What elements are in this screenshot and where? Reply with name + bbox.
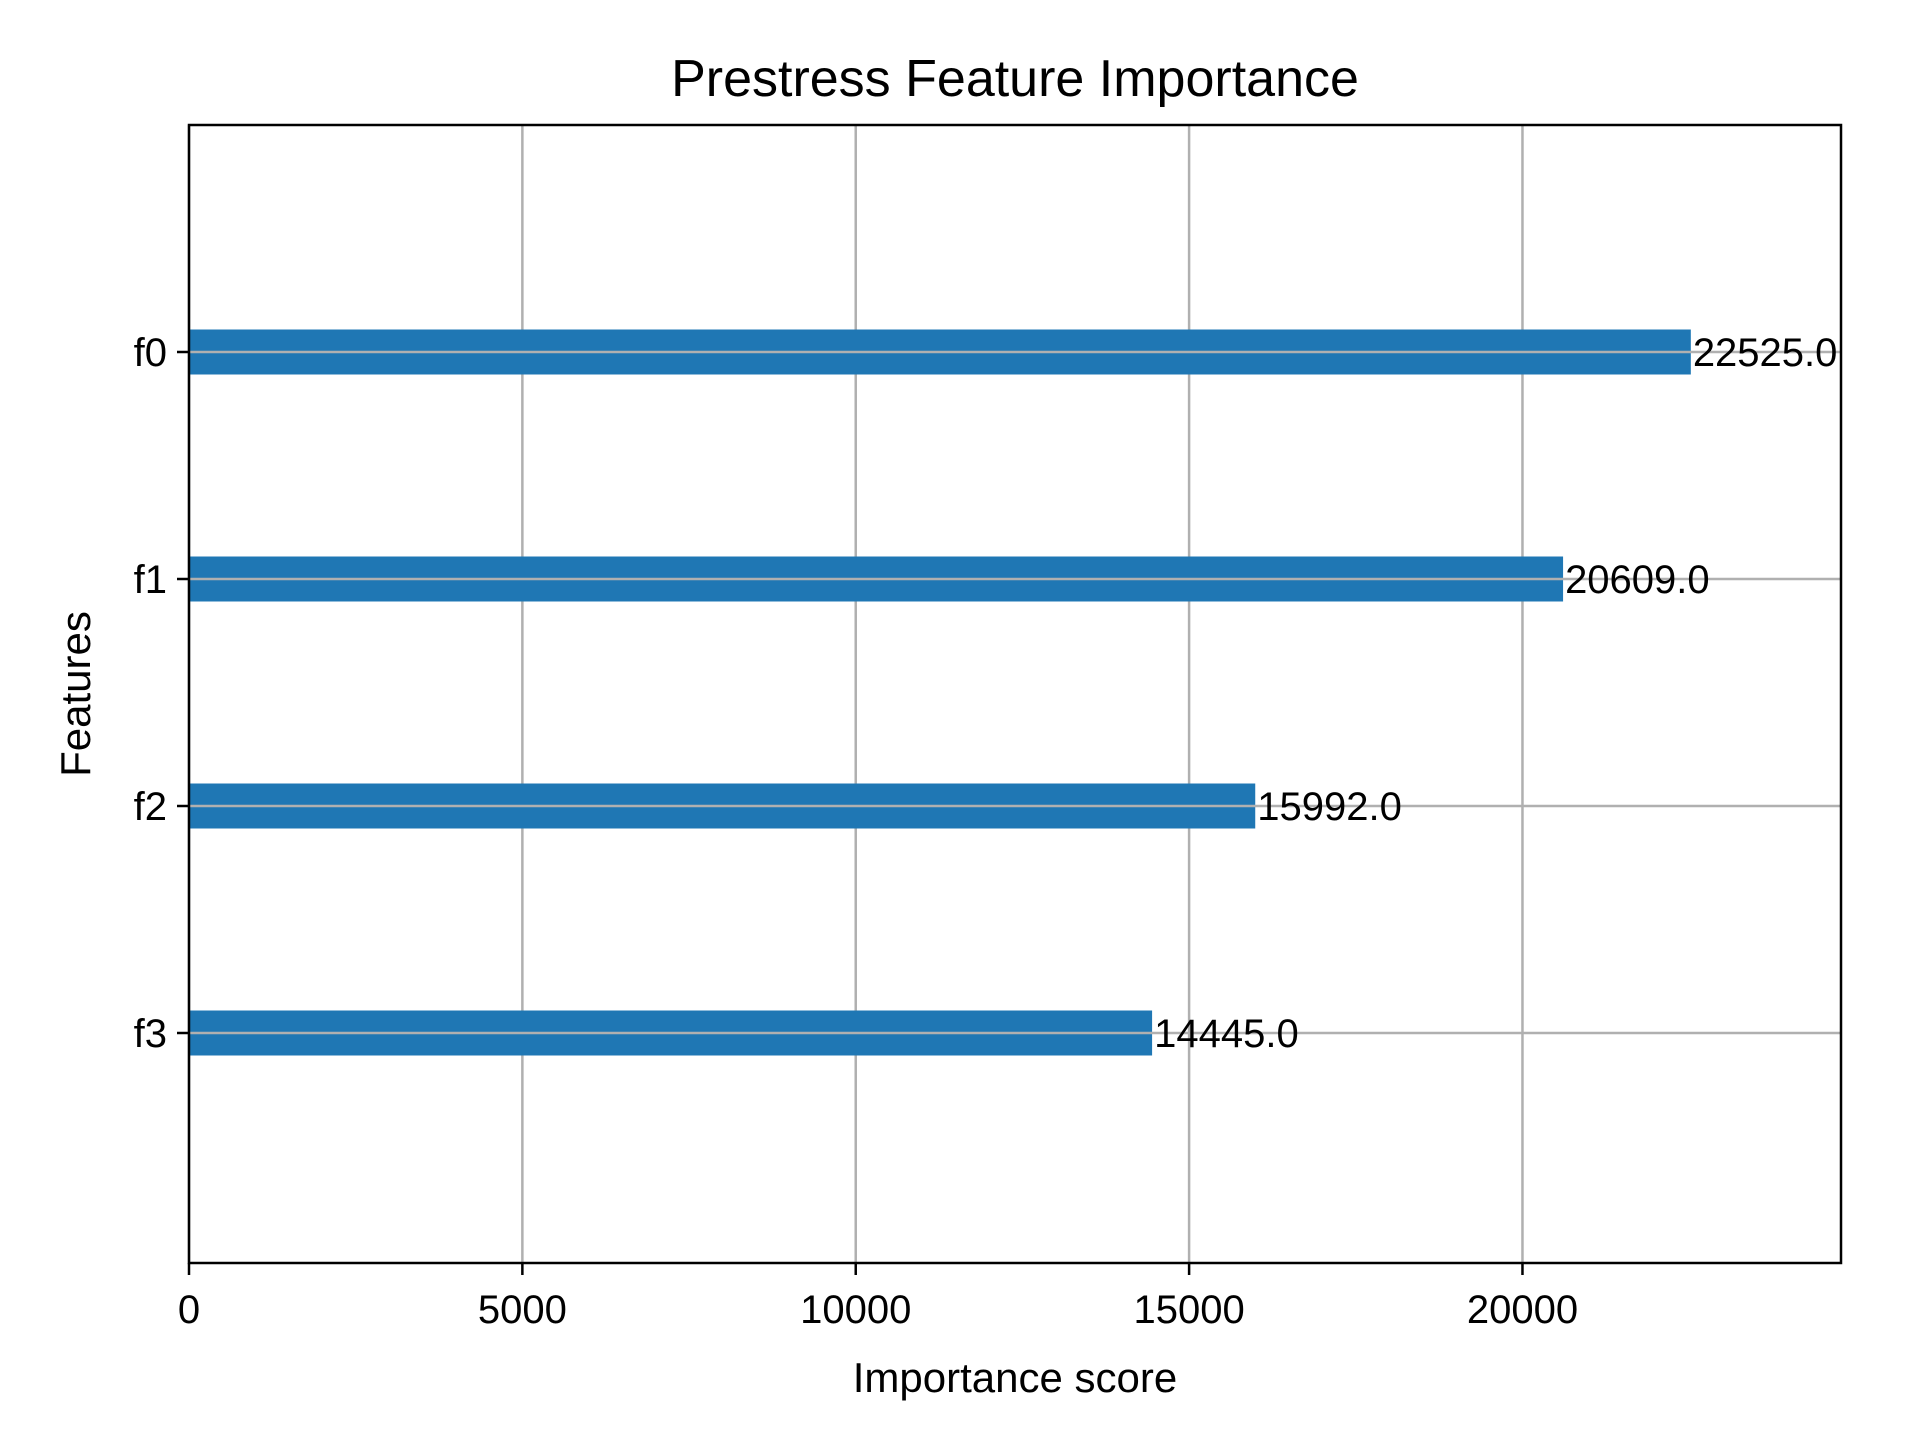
bar-value-label-f1: 20609.0 — [1565, 558, 1710, 602]
x-tick-label: 20000 — [1467, 1288, 1578, 1332]
x-tick-label: 5000 — [478, 1288, 567, 1332]
y-tick-label-f1: f1 — [134, 558, 167, 602]
bar-value-label-f3: 14445.0 — [1154, 1012, 1299, 1056]
x-tick-label: 0 — [178, 1288, 200, 1332]
bar-value-label-f2: 15992.0 — [1257, 785, 1402, 829]
chart-title: Prestress Feature Importance — [671, 50, 1359, 108]
x-tick-label: 10000 — [800, 1288, 911, 1332]
y-axis-label: Features — [52, 611, 99, 777]
bar-value-label-f0: 22525.0 — [1693, 331, 1838, 375]
x-axis-ticks: 0 5000 10000 15000 20000 — [178, 1263, 1578, 1332]
y-axis-ticks: f0 f1 f2 f3 — [134, 331, 189, 1056]
x-tick-label: 15000 — [1133, 1288, 1244, 1332]
y-tick-label-f0: f0 — [134, 331, 167, 375]
y-tick-label-f2: f2 — [134, 785, 167, 829]
horizontal-grid-lines — [189, 350, 1841, 1035]
bar-value-labels: 22525.0 20609.0 15992.0 14445.0 — [1154, 331, 1837, 1056]
plot-frame — [187, 123, 1843, 1265]
y-tick-label-f3: f3 — [134, 1012, 167, 1056]
x-axis-label: Importance score — [853, 1354, 1177, 1401]
